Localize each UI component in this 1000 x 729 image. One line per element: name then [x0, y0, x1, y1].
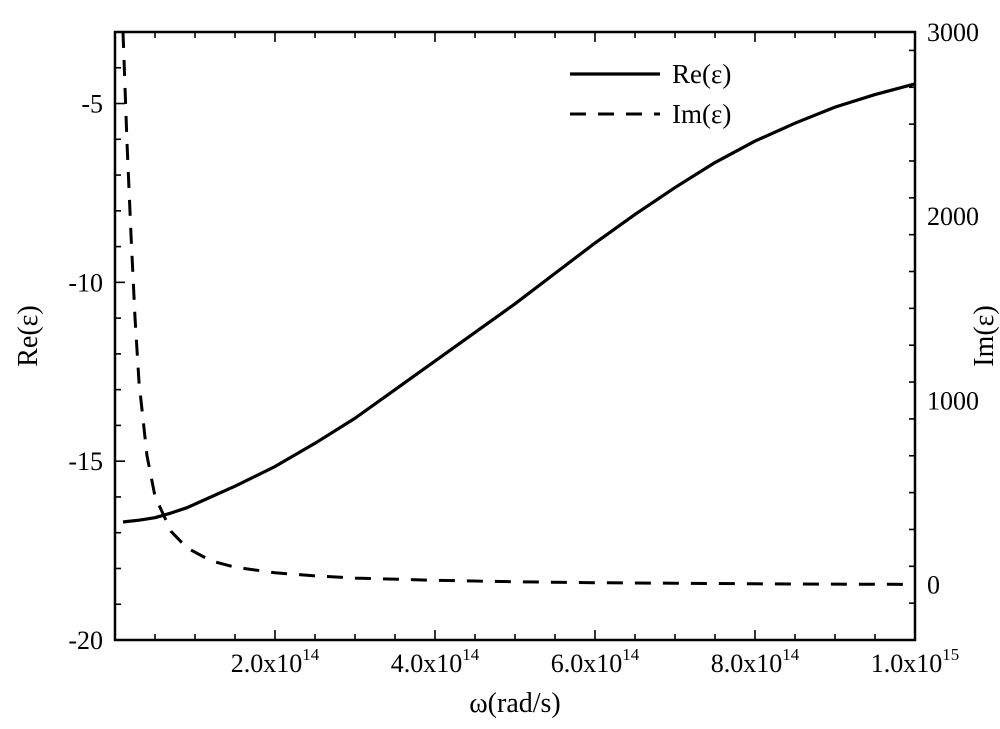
svg-text:-5: -5: [81, 90, 103, 119]
svg-text:-20: -20: [68, 626, 103, 655]
svg-text:-10: -10: [68, 268, 103, 297]
svg-text:0: 0: [927, 571, 940, 600]
legend-label: Im(ε): [672, 99, 731, 129]
chart-container: { "chart": { "type": "line-dual-axis", "…: [0, 0, 1000, 729]
svg-text:Im(ε): Im(ε): [969, 305, 1000, 367]
legend-label: Re(ε): [672, 59, 731, 89]
svg-text:Re(ε): Re(ε): [13, 305, 44, 367]
svg-text:3000: 3000: [927, 18, 979, 47]
svg-text:ω(rad/s): ω(rad/s): [469, 688, 561, 719]
svg-text:2000: 2000: [927, 202, 979, 231]
svg-text:-15: -15: [68, 447, 103, 476]
dual-axis-line-chart: 2.0x10144.0x10146.0x10148.0x10141.0x1015…: [0, 0, 1000, 729]
svg-text:1000: 1000: [927, 386, 979, 415]
